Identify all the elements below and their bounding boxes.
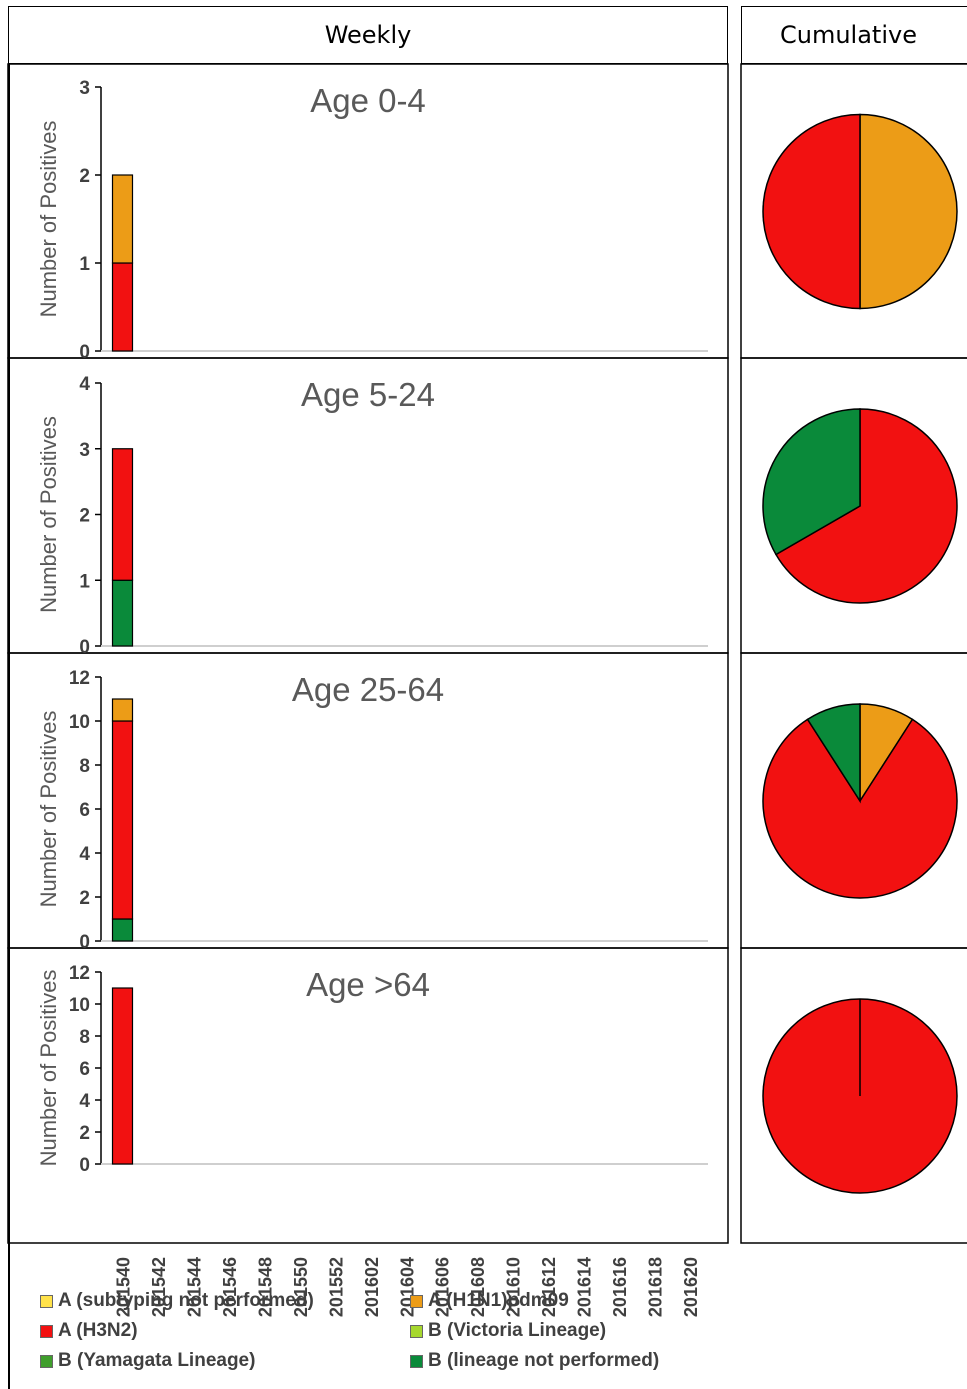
legend-item: A (H1N1)pdm09 [410, 1290, 569, 1312]
y-tick-label: 2 [79, 506, 90, 527]
legend-label: A (H3N2) [58, 1320, 138, 1341]
y-tick-label: 6 [79, 1059, 90, 1080]
y-tick-label: 8 [79, 1027, 90, 1048]
y-tick-label: 12 [69, 668, 90, 689]
bar-segment [111, 918, 134, 942]
panel-title: Age >64 [306, 966, 430, 1003]
panel-title: Age 25-64 [292, 671, 444, 708]
bar-segment [111, 698, 134, 722]
x-tick-label: 201548 [255, 1257, 275, 1317]
pie-slice [762, 408, 861, 556]
pie-slice [762, 113, 861, 310]
weekly-panel-border [7, 947, 729, 1244]
legend-label: B (lineage not performed) [428, 1350, 660, 1371]
y-tick-label: 1 [79, 254, 90, 275]
y-tick-label: 1 [79, 571, 90, 592]
cumulative-panel-border [740, 947, 967, 1244]
legend-swatch [410, 1324, 423, 1338]
legend-swatch [40, 1324, 53, 1338]
pie-slice [859, 113, 958, 310]
cumulative-header: Cumulative [741, 6, 967, 64]
x-tick-label: 201608 [468, 1257, 488, 1317]
legend-label: B (Yamagata Lineage) [58, 1350, 256, 1371]
x-tick-label: 201546 [220, 1257, 240, 1317]
y-tick-label: 0 [79, 637, 90, 658]
y-tick-label: 2 [79, 1123, 90, 1144]
y-tick-label: 3 [79, 78, 90, 99]
pie-slice [774, 408, 958, 604]
panel-title: Age 0-4 [310, 82, 426, 119]
bar-segment [111, 987, 134, 1165]
bar-segment [111, 262, 134, 352]
legend-swatch [40, 1354, 53, 1368]
pie-slice [806, 703, 861, 804]
x-tick-label: 201602 [362, 1257, 382, 1317]
y-axis-label: Number of Positives [36, 416, 61, 613]
y-tick-label: 0 [79, 1155, 90, 1176]
bar-segment [111, 174, 134, 264]
bar-segment [111, 579, 134, 647]
legend-item: B (lineage not performed) [410, 1350, 659, 1372]
panel-title: Age 5-24 [301, 376, 435, 413]
legend-label: A (H1N1)pdm09 [428, 1290, 569, 1311]
x-tick-label: 201618 [646, 1257, 666, 1317]
y-tick-label: 4 [79, 374, 90, 395]
x-tick-label: 201550 [291, 1257, 311, 1317]
y-tick-label: 0 [79, 342, 90, 363]
x-tick-label: 201544 [184, 1257, 204, 1317]
legend-swatch [410, 1354, 423, 1368]
x-tick-label: 201620 [681, 1257, 701, 1317]
y-tick-label: 10 [69, 712, 90, 733]
y-tick-label: 3 [79, 440, 90, 461]
legend-item: A (subtyping not performed) [40, 1290, 314, 1312]
legend-item: A (H3N2) [40, 1320, 138, 1342]
y-axis-label: Number of Positives [36, 711, 61, 908]
x-tick-label: 201612 [539, 1257, 559, 1317]
legend-item: B (Victoria Lineage) [410, 1320, 606, 1342]
legend-label: B (Victoria Lineage) [428, 1320, 607, 1341]
y-tick-label: 0 [79, 932, 90, 953]
x-tick-label: 201610 [504, 1257, 524, 1317]
y-tick-label: 10 [69, 995, 90, 1016]
y-axis-label: Number of Positives [36, 970, 61, 1167]
legend-item: B (Yamagata Lineage) [40, 1350, 255, 1372]
y-tick-label: 6 [79, 800, 90, 821]
y-tick-label: 2 [79, 888, 90, 909]
y-tick-label: 12 [69, 963, 90, 984]
x-tick-label: 201542 [149, 1257, 169, 1317]
y-tick-label: 4 [79, 844, 90, 865]
y-tick-label: 2 [79, 166, 90, 187]
legend-swatch [40, 1294, 53, 1308]
legend-swatch [410, 1294, 423, 1308]
x-tick-label: 201606 [433, 1257, 453, 1317]
x-tick-label: 201552 [326, 1257, 346, 1317]
bar-segment [111, 448, 134, 581]
y-tick-label: 8 [79, 756, 90, 777]
x-tick-label: 201616 [610, 1257, 630, 1317]
x-tick-label: 201614 [575, 1257, 595, 1317]
x-tick-label: 201540 [114, 1257, 134, 1317]
pie-slice [762, 718, 958, 899]
bar-segment [111, 720, 134, 920]
y-tick-label: 4 [79, 1091, 90, 1112]
y-axis-label: Number of Positives [36, 121, 61, 318]
legend-label: A (subtyping not performed) [58, 1290, 314, 1311]
